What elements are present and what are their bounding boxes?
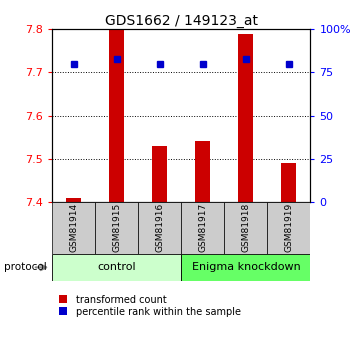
Text: GSM81917: GSM81917 (199, 203, 208, 252)
Bar (181, 202, 225, 254)
Text: GSM81914: GSM81914 (69, 203, 78, 252)
Bar (225, 202, 268, 254)
Legend: transformed count, percentile rank within the sample: transformed count, percentile rank withi… (53, 295, 241, 317)
Bar (109, 29, 125, 202)
Text: GSM81919: GSM81919 (284, 203, 293, 252)
Bar (66, 198, 81, 202)
Text: GSM81918: GSM81918 (242, 203, 251, 252)
Text: GSM81915: GSM81915 (112, 203, 121, 252)
Title: GDS1662 / 149123_at: GDS1662 / 149123_at (105, 14, 258, 28)
Bar (181, 254, 310, 281)
Bar (282, 163, 296, 202)
Bar (95, 202, 138, 254)
Bar (52, 254, 182, 281)
Bar (138, 202, 181, 254)
Bar (268, 202, 310, 254)
Bar (238, 34, 253, 202)
Bar (195, 141, 210, 202)
Bar (52, 202, 95, 254)
Bar (152, 146, 168, 202)
Text: protocol: protocol (4, 263, 46, 272)
Text: Enigma knockdown: Enigma knockdown (192, 263, 300, 272)
Text: control: control (97, 263, 136, 272)
Text: GSM81916: GSM81916 (155, 203, 164, 252)
